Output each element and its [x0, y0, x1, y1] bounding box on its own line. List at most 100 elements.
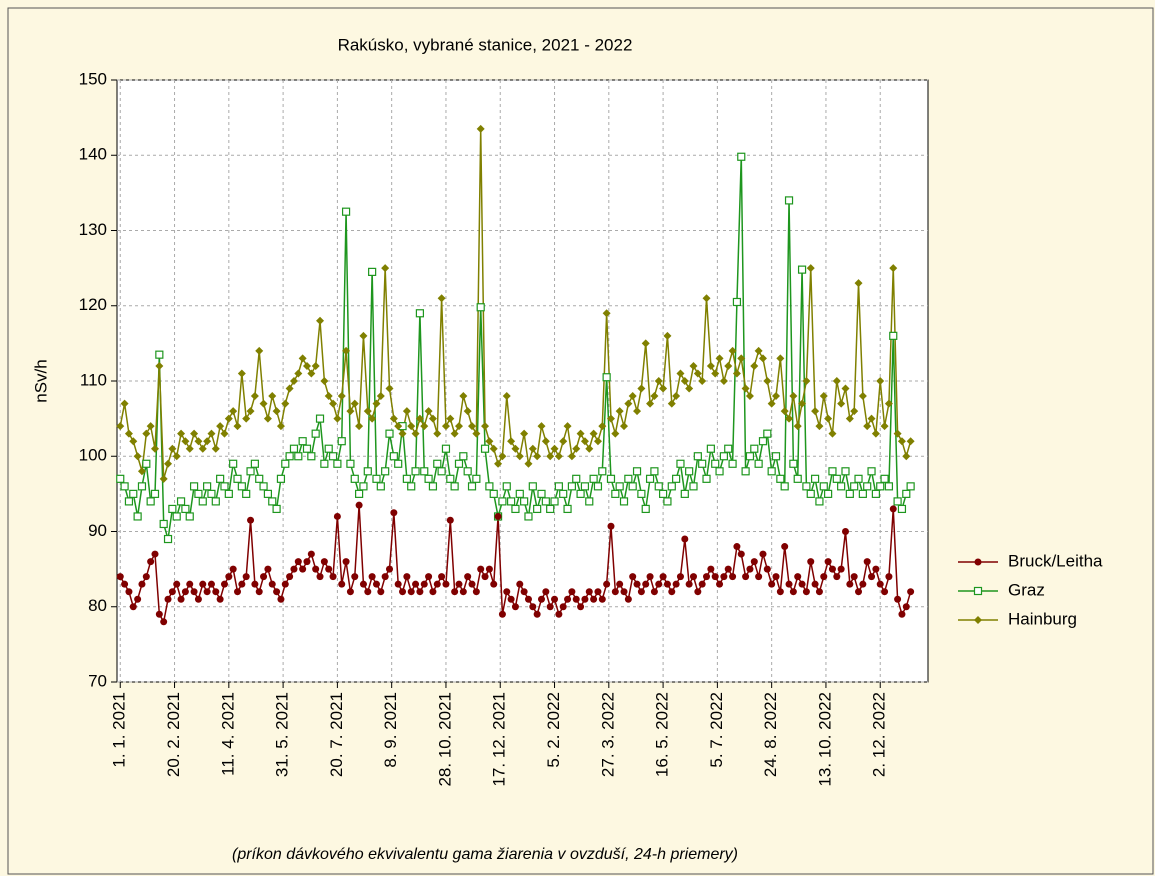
point — [824, 489, 833, 498]
point — [472, 429, 481, 438]
point — [389, 414, 398, 423]
point — [185, 444, 194, 453]
legend-label: Graz — [1008, 580, 1045, 599]
point — [173, 580, 181, 588]
x-tick-label: 24. 8. 2022 — [761, 692, 780, 777]
point — [394, 459, 403, 468]
point — [767, 399, 776, 408]
legend-marker — [974, 616, 982, 624]
point — [159, 519, 168, 529]
point — [502, 482, 511, 491]
point — [324, 392, 333, 401]
y-tick-label: 120 — [79, 295, 107, 314]
point — [602, 373, 611, 382]
point — [472, 588, 480, 596]
point — [273, 588, 281, 596]
point — [641, 339, 650, 348]
point — [716, 580, 724, 588]
point — [754, 459, 763, 468]
point — [394, 422, 403, 431]
point — [351, 573, 359, 581]
point — [498, 452, 507, 461]
point — [772, 392, 781, 401]
point — [302, 361, 311, 370]
y-tick-label: 90 — [88, 521, 107, 540]
point — [728, 346, 737, 355]
point — [811, 407, 820, 416]
point — [528, 444, 537, 453]
point — [199, 580, 207, 588]
point — [693, 452, 702, 461]
point — [785, 414, 794, 423]
point — [437, 467, 446, 476]
point — [715, 354, 724, 363]
point — [763, 429, 772, 438]
plot-area — [116, 79, 929, 683]
point — [146, 497, 155, 506]
point — [745, 392, 754, 401]
point — [819, 392, 828, 401]
point — [554, 452, 563, 461]
point — [477, 565, 485, 573]
point — [654, 377, 663, 385]
point — [346, 588, 354, 596]
point — [359, 482, 368, 491]
point — [481, 573, 489, 581]
point — [133, 452, 142, 461]
point — [355, 422, 364, 431]
point — [698, 377, 707, 385]
point — [854, 474, 863, 483]
point — [172, 512, 181, 521]
y-tick-label: 150 — [79, 69, 107, 88]
point — [285, 384, 294, 393]
point — [867, 414, 876, 423]
point — [420, 422, 429, 431]
point — [346, 407, 355, 416]
point — [394, 580, 402, 588]
point — [863, 558, 871, 566]
point — [363, 407, 372, 416]
x-tick-label: 20. 7. 2021 — [327, 692, 346, 777]
point — [567, 482, 576, 491]
point — [689, 482, 698, 491]
point — [194, 489, 203, 498]
point — [611, 588, 619, 596]
point — [663, 497, 672, 506]
point — [250, 392, 259, 401]
point — [615, 482, 624, 491]
point — [902, 452, 911, 461]
point — [259, 399, 268, 408]
point — [164, 595, 172, 603]
point — [845, 414, 854, 423]
point — [155, 361, 164, 370]
point — [142, 429, 151, 438]
point — [758, 437, 768, 446]
point — [585, 444, 594, 453]
point — [828, 429, 837, 438]
point — [750, 558, 758, 566]
point — [732, 297, 742, 307]
point — [850, 482, 859, 491]
point — [619, 497, 629, 506]
point — [207, 429, 216, 438]
point — [138, 580, 146, 588]
point — [624, 399, 633, 408]
point — [116, 573, 124, 581]
point — [667, 399, 676, 408]
point — [338, 580, 346, 588]
legend-label: Hainburg — [1008, 609, 1077, 628]
point — [529, 603, 537, 611]
point — [294, 558, 302, 566]
point — [819, 482, 828, 491]
point — [320, 459, 329, 468]
point — [116, 474, 125, 483]
point — [289, 444, 299, 453]
point — [242, 489, 251, 498]
point — [672, 580, 680, 588]
point — [350, 399, 359, 408]
point — [615, 407, 624, 416]
point — [616, 580, 624, 588]
point — [259, 482, 268, 491]
point — [872, 565, 880, 573]
point — [824, 558, 832, 566]
